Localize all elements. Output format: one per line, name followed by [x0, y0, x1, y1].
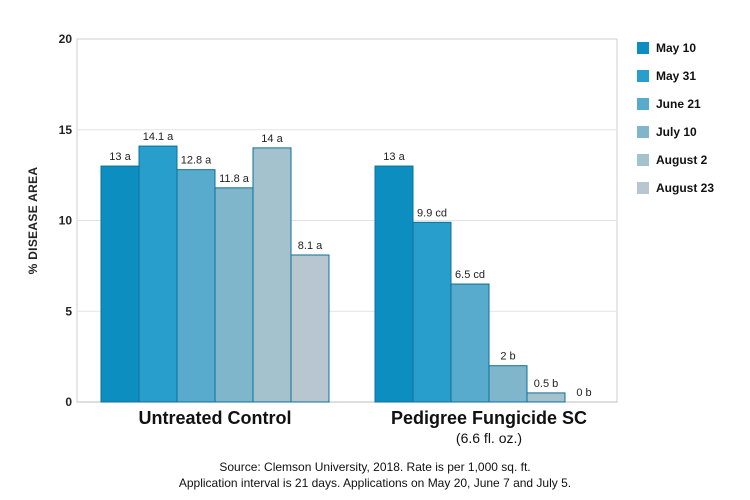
legend-label: August 23: [656, 181, 714, 195]
bar: [450, 283, 490, 403]
bar: [138, 145, 178, 403]
bar: [176, 169, 216, 403]
y-axis-label: % DISEASE AREA: [26, 167, 40, 275]
legend-label: July 10: [656, 125, 697, 139]
legend-swatch: [637, 98, 649, 110]
legend-label: May 31: [656, 69, 696, 83]
data-label: 2 b: [500, 351, 515, 363]
data-label: 8.1 a: [298, 240, 323, 252]
bar: [412, 221, 452, 403]
data-label: 0 b: [576, 387, 591, 399]
category-label: Pedigree Fungicide SC: [391, 408, 587, 428]
legend-label: August 2: [656, 153, 708, 167]
bar: [374, 165, 414, 403]
category-sublabel: (6.6 fl. oz.): [456, 430, 522, 446]
data-label: 6.5 cd: [455, 269, 485, 281]
bar: [488, 365, 528, 403]
data-label: 14.1 a: [143, 131, 174, 143]
legend-swatch: [637, 70, 649, 82]
data-label: 13 a: [383, 151, 405, 163]
legend-swatch: [637, 42, 649, 54]
data-label: 9.9 cd: [417, 207, 447, 219]
source-note-line-2: Application interval is 21 days. Applica…: [178, 476, 572, 490]
data-label: 14 a: [261, 133, 283, 145]
bar: [290, 254, 330, 403]
legend-swatch: [637, 126, 649, 138]
y-tick-label: 0: [65, 395, 72, 409]
y-tick-label: 5: [65, 304, 72, 318]
data-label: 13 a: [109, 151, 131, 163]
legend-label: June 21: [656, 97, 701, 111]
bar: [252, 147, 292, 403]
data-label: 12.8 a: [181, 155, 212, 167]
bar: [100, 165, 140, 403]
source-note-line-1: Source: Clemson University, 2018. Rate i…: [219, 460, 531, 474]
y-tick-label: 10: [59, 214, 73, 228]
data-label: 0.5 b: [534, 378, 558, 390]
data-label: 11.8 a: [219, 173, 250, 185]
y-tick-label: 15: [59, 123, 73, 137]
bar: [526, 392, 566, 403]
legend-swatch: [637, 182, 649, 194]
category-label: Untreated Control: [139, 408, 292, 428]
legend-swatch: [637, 154, 649, 166]
bar: [214, 187, 254, 403]
legend-label: May 10: [656, 41, 696, 55]
y-tick-label: 20: [59, 32, 73, 46]
